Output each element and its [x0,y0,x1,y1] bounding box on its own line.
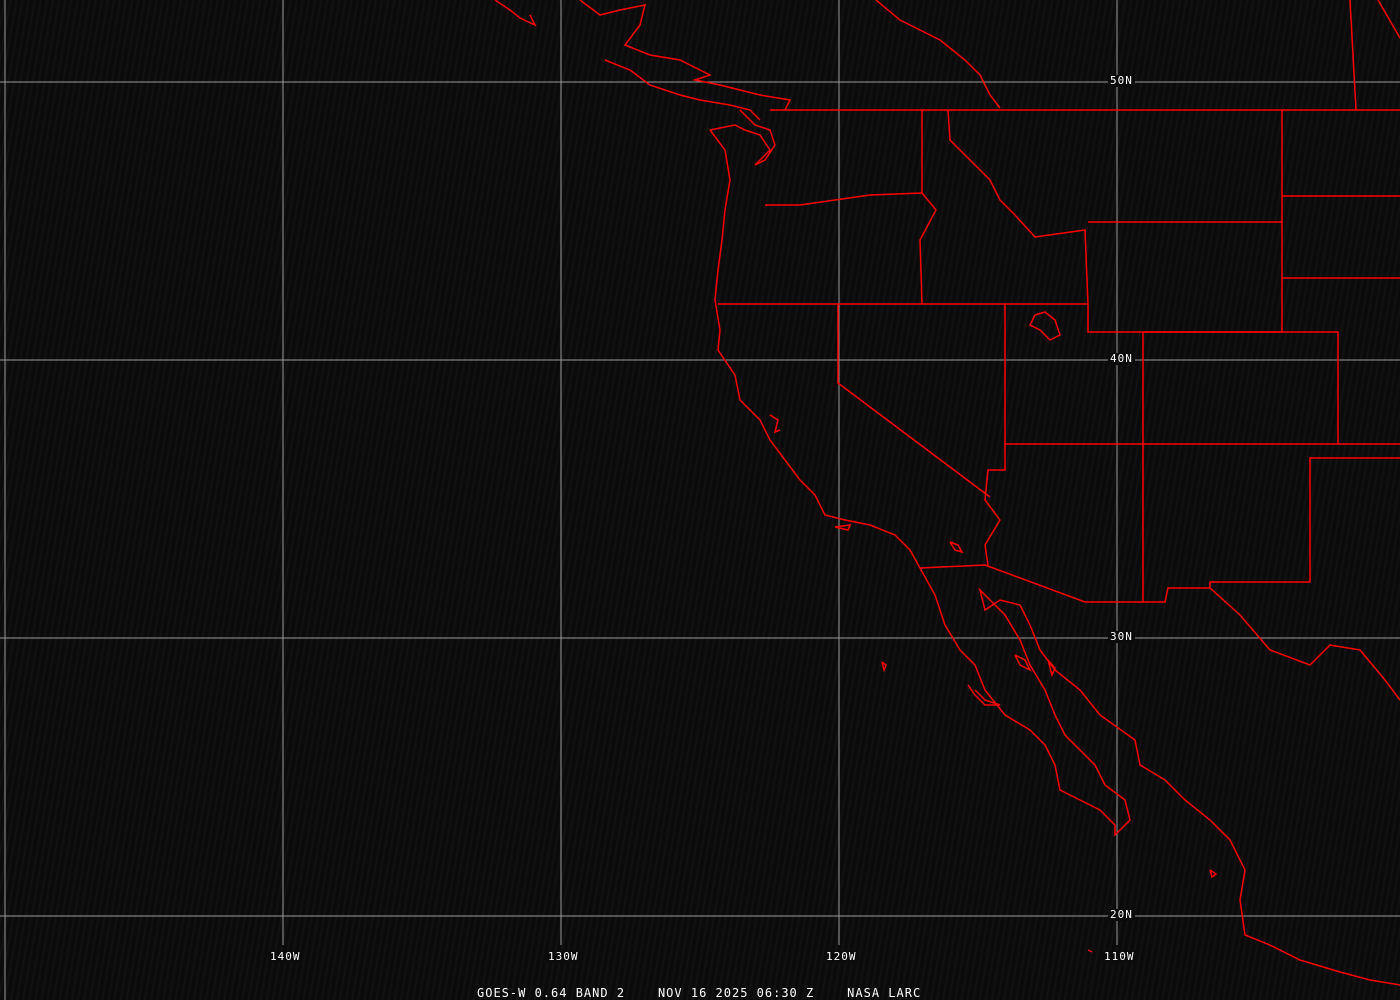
sf-bay [769,414,781,434]
california-nevada-border [837,304,991,498]
caption-datetime: NOV 16 2025 06:30 Z [657,986,815,1000]
baja-island-2 [1047,659,1056,678]
coastlines-and-borders [494,0,1400,986]
lon-label-120w: 120W [824,950,859,963]
baja-island [1014,654,1032,672]
caption-satellite: GOES-W 0.64 BAND 2 [477,986,626,1000]
canada-coast [875,0,1001,109]
oregon-idaho-border [919,192,937,305]
great-salt-lake [1028,311,1061,341]
vancouver-island-coast [494,0,537,27]
vizcaino-coast [967,684,1001,706]
lon-label-140w: 140W [268,950,303,963]
nevada-utah-border [984,304,1006,566]
bc-coast [579,0,792,111]
washington-oregon-border [765,192,923,206]
idaho-montana-border [947,109,1089,305]
vancouver-island-south [604,59,761,121]
new-mexico-border [1209,457,1400,588]
us-west-coast [709,129,1400,986]
small-island-2 [1209,869,1218,879]
mexico-border [919,564,1400,701]
puget-sound [709,109,776,166]
canada-province-line-1 [1349,0,1357,111]
lat-label-40n: 40N [1108,352,1135,365]
channel-islands [834,524,852,531]
canada-province-line-2 [1377,0,1400,39]
colorado-border [1143,331,1339,444]
image-caption: GOES-W 0.64 BAND 2 NOV 16 2025 06:30 Z N… [477,986,921,1000]
lat-label-20n: 20N [1108,908,1135,921]
lon-label-130w: 130W [546,950,581,963]
small-island-3 [1087,949,1093,953]
lon-label-110w: 110W [1102,950,1137,963]
lat-label-30n: 30N [1108,630,1135,643]
lat-label-50n: 50N [1108,74,1135,87]
small-island-1 [881,661,887,673]
salton-sea [949,541,964,554]
caption-source: NASA LARC [847,986,922,1000]
